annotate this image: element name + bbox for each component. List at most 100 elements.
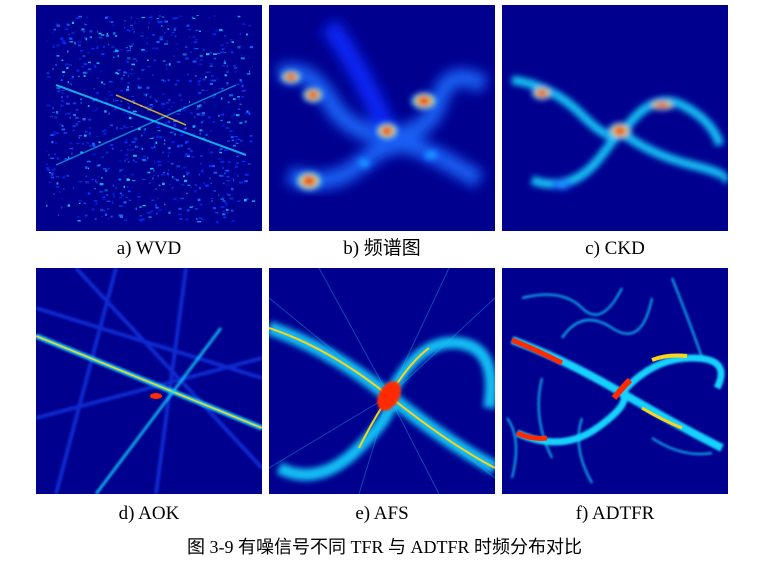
wvd-noise-speck	[53, 167, 56, 170]
wvd-noise-speck	[173, 123, 176, 125]
wvd-noise-speck	[201, 218, 206, 220]
wvd-noise-speck	[52, 46, 55, 48]
wvd-noise-speck	[175, 17, 179, 19]
wvd-noise-speck	[247, 163, 251, 166]
wvd-noise-speck	[227, 194, 231, 196]
wvd-noise-speck	[130, 126, 133, 128]
wvd-noise-speck	[212, 15, 216, 17]
wvd-noise-speck	[185, 153, 187, 155]
wvd-noise-speck	[181, 183, 185, 186]
wvd-noise-speck	[198, 63, 203, 65]
wvd-noise-speck	[46, 166, 50, 170]
wvd-noise-speck	[96, 164, 101, 167]
wvd-noise-speck	[61, 40, 66, 43]
wvd-noise-speck	[127, 160, 130, 163]
wvd-noise-speck	[56, 182, 59, 185]
wvd-noise-speck	[67, 204, 71, 207]
wvd-noise-speck	[238, 45, 242, 47]
wvd-noise-speck	[102, 198, 106, 200]
wvd-noise-speck	[165, 208, 167, 211]
wvd-noise-speck	[72, 186, 74, 189]
wvd-noise-speck	[158, 21, 163, 24]
wvd-noise-speck	[124, 175, 126, 178]
wvd-noise-speck	[187, 184, 191, 187]
wvd-noise-speck	[179, 218, 183, 220]
wvd-noise-speck	[46, 72, 50, 75]
wvd-noise-speck	[55, 111, 59, 114]
wvd-noise-speck	[226, 65, 228, 68]
wvd-noise-speck	[110, 215, 113, 218]
wvd-noise-speck	[51, 140, 54, 144]
wvd-noise-speck	[209, 65, 213, 67]
wvd-noise-speck	[202, 78, 206, 81]
wvd-noise-speck	[160, 79, 165, 81]
panel-afs-image	[269, 268, 495, 494]
wvd-noise-speck	[120, 194, 124, 197]
wvd-noise-speck	[52, 31, 54, 34]
wvd-noise-speck	[170, 106, 174, 108]
wvd-noise-speck	[220, 206, 225, 208]
wvd-noise-speck	[60, 197, 64, 199]
wvd-noise-speck	[148, 26, 150, 29]
wvd-noise-speck	[210, 182, 212, 185]
wvd-noise-speck	[209, 71, 211, 73]
wvd-noise-speck	[91, 208, 95, 211]
wvd-noise-speck	[150, 167, 154, 170]
wvd-noise-speck	[211, 96, 216, 99]
wvd-noise-speck	[82, 31, 86, 33]
wvd-noise-speck	[227, 101, 230, 104]
wvd-noise-speck	[112, 200, 114, 202]
wvd-noise-speck	[105, 140, 108, 142]
wvd-noise-speck	[100, 81, 103, 84]
wvd-noise-speck	[153, 174, 155, 177]
wvd-noise-speck	[239, 80, 243, 83]
wvd-noise-speck	[223, 172, 226, 175]
wvd-noise-speck	[116, 126, 118, 130]
wvd-noise-speck	[235, 139, 238, 141]
wvd-noise-speck	[130, 95, 135, 97]
wvd-noise-speck	[56, 44, 60, 47]
wvd-noise-speck	[198, 186, 202, 190]
wvd-noise-speck	[126, 149, 129, 151]
wvd-noise-speck	[131, 186, 134, 188]
wvd-noise-speck	[77, 40, 82, 44]
wvd-noise-speck	[155, 47, 159, 50]
wvd-noise-speck	[52, 106, 54, 110]
wvd-noise-speck	[223, 149, 228, 151]
wvd-noise-speck	[167, 79, 170, 82]
wvd-noise-speck	[199, 54, 203, 58]
wvd-noise-speck	[197, 84, 201, 86]
wvd-noise-speck	[161, 106, 164, 108]
wvd-noise-speck	[220, 198, 225, 200]
wvd-noise-speck	[61, 125, 64, 127]
wvd-noise-speck	[78, 135, 82, 137]
wvd-noise-speck	[143, 128, 146, 132]
wvd-noise-speck	[64, 158, 68, 160]
wvd-noise-speck	[137, 195, 141, 198]
wvd-noise-speck	[161, 102, 166, 106]
wvd-noise-speck	[200, 170, 204, 173]
wvd-noise-speck	[151, 105, 154, 108]
wvd-noise-speck	[147, 65, 151, 68]
wvd-noise-speck	[216, 52, 221, 55]
wvd-noise-speck	[120, 89, 124, 92]
wvd-noise-speck	[160, 173, 165, 176]
wvd-noise-speck	[161, 25, 163, 27]
wvd-noise-speck	[194, 48, 199, 50]
wvd-noise-speck	[50, 173, 54, 176]
wvd-noise-speck	[193, 190, 197, 193]
wvd-noise-speck	[96, 46, 99, 49]
wvd-noise-speck	[65, 113, 67, 116]
wvd-noise-speck	[112, 32, 116, 35]
wvd-noise-speck	[224, 169, 229, 172]
wvd-noise-speck	[167, 151, 172, 154]
wvd-noise-speck	[219, 151, 223, 154]
wvd-noise-speck	[152, 74, 154, 76]
wvd-noise-speck	[185, 140, 189, 143]
wvd-noise-speck	[63, 132, 68, 135]
wvd-noise-speck	[224, 212, 226, 215]
wvd-noise-speck	[94, 218, 97, 221]
wvd-noise-speck	[62, 188, 65, 190]
wvd-noise-speck	[236, 162, 239, 164]
wvd-noise-speck	[159, 36, 164, 39]
